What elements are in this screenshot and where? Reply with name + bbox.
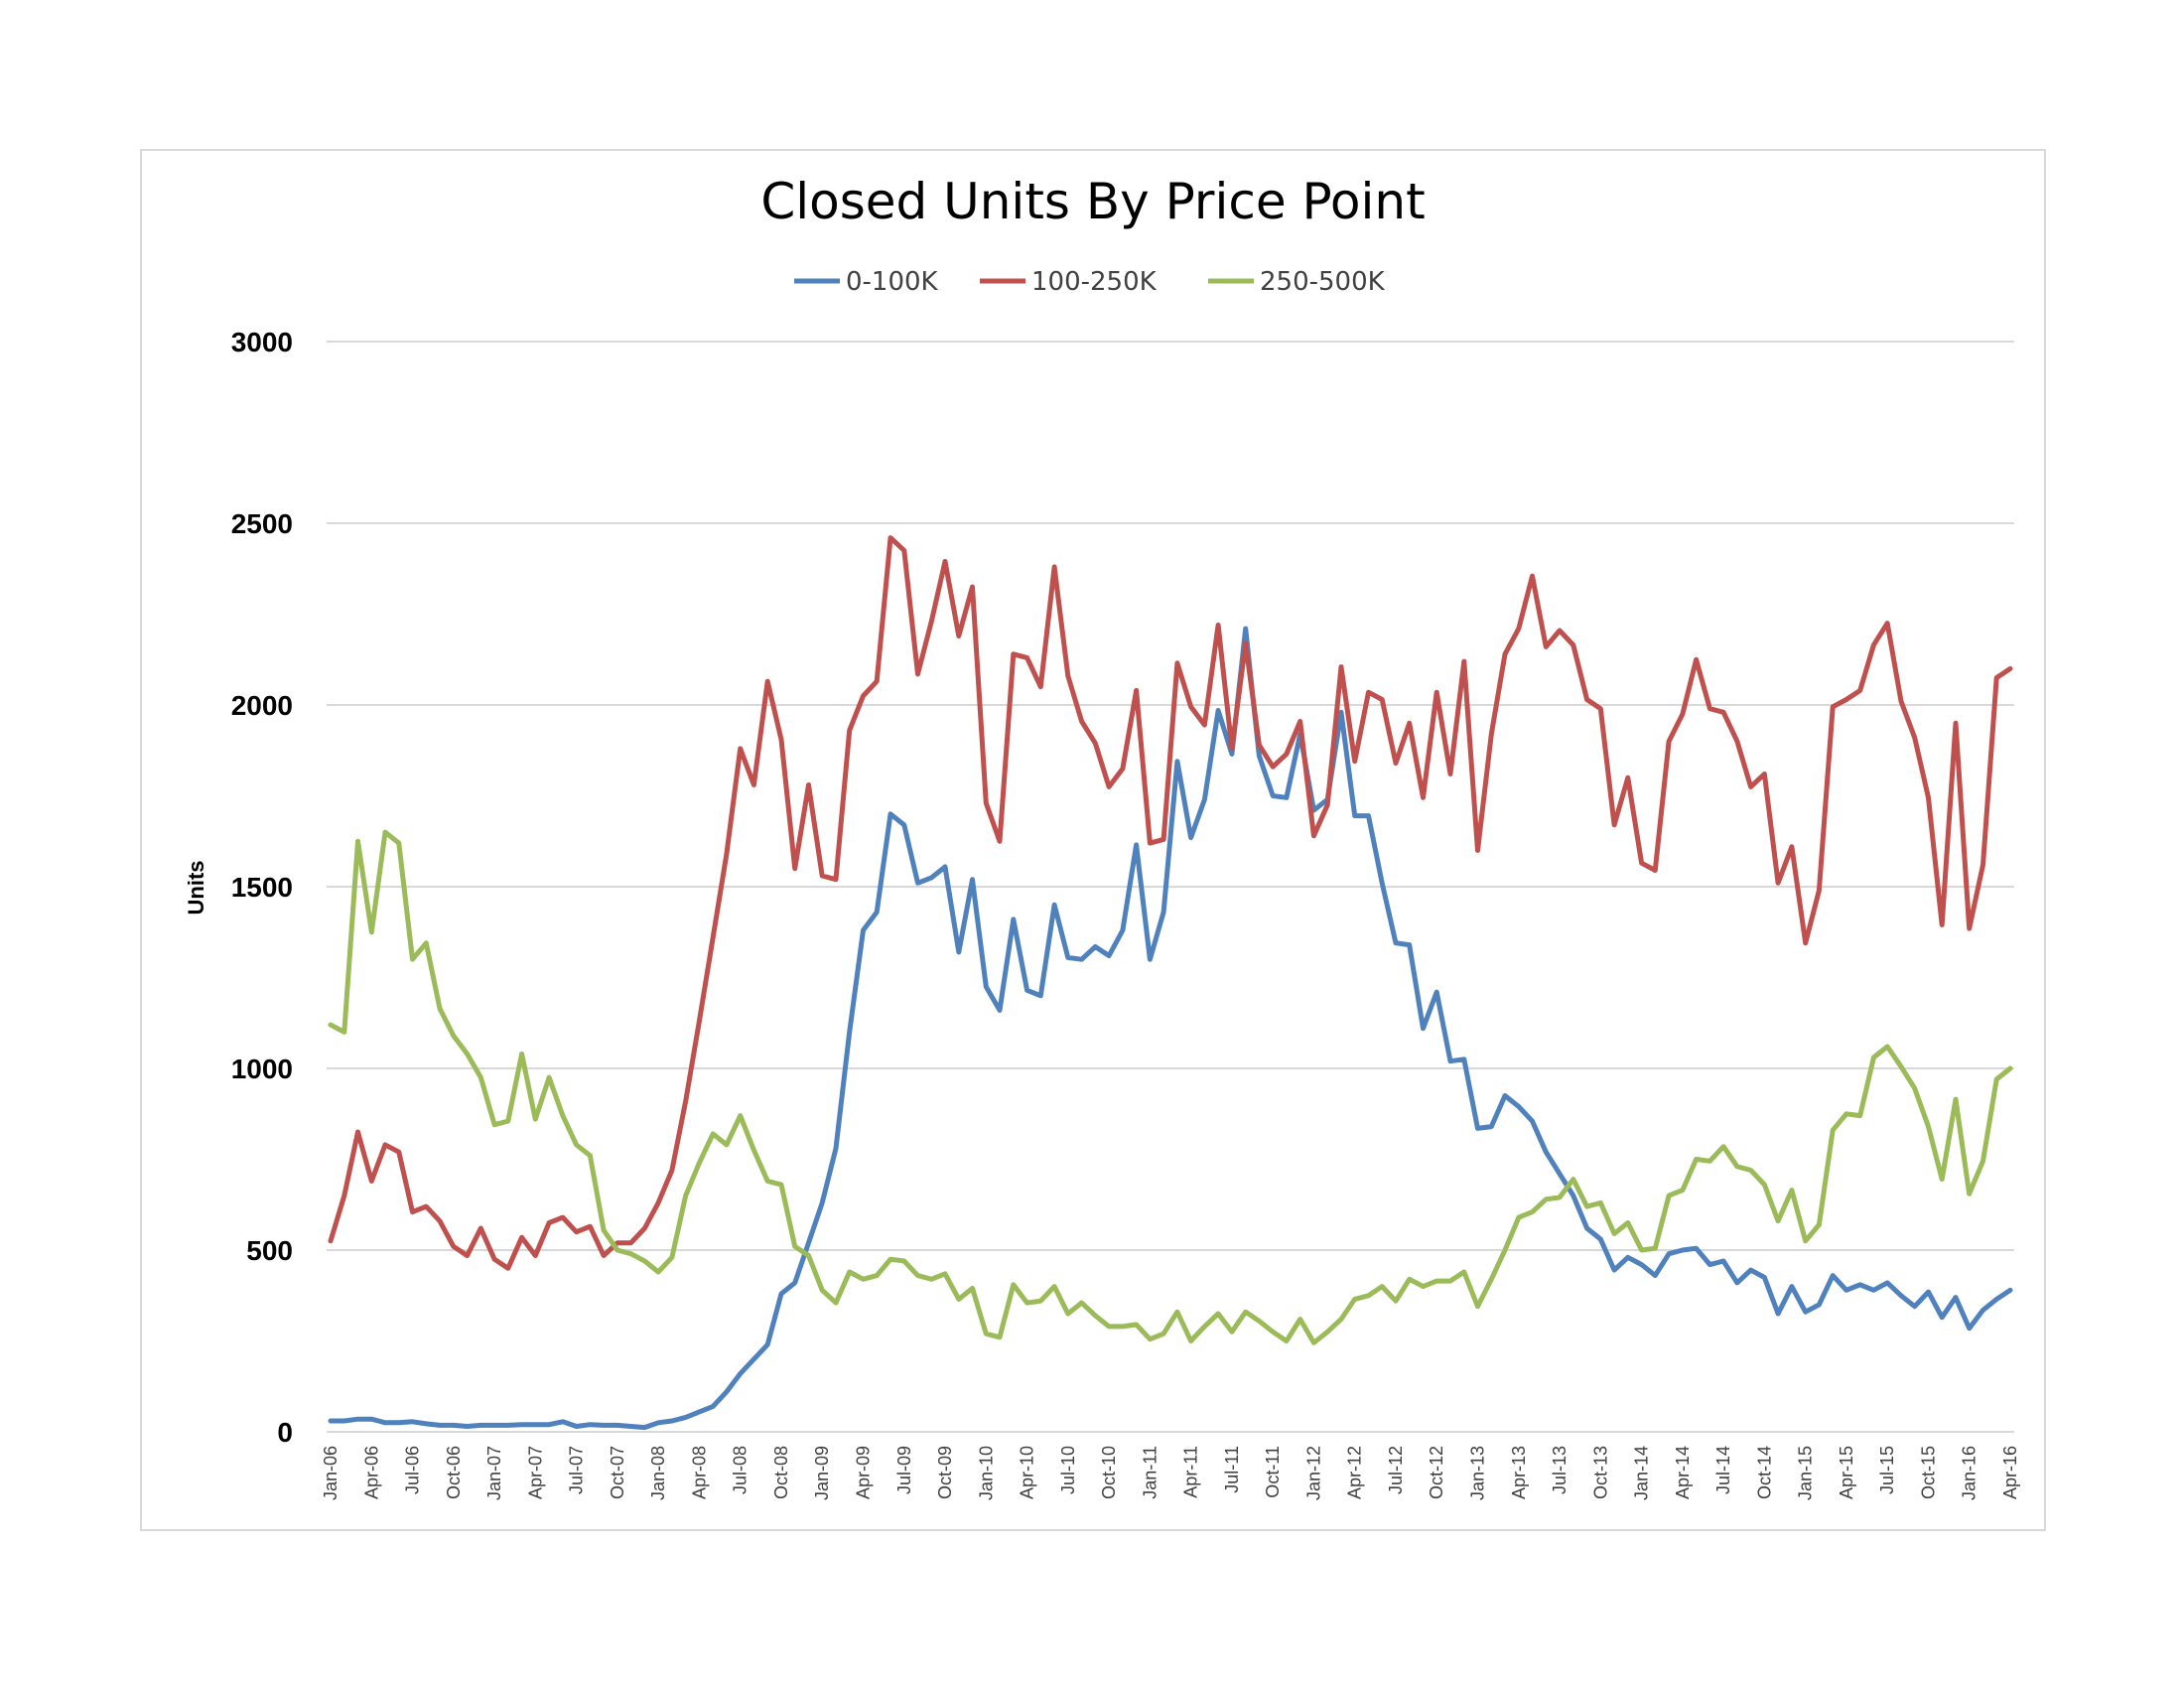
- y-axis-label: Units: [184, 861, 208, 915]
- x-tick-label-24: Jan-12: [1303, 1446, 1323, 1500]
- x-tick-label-10: Jul-08: [731, 1446, 751, 1494]
- x-tick-label-15: Oct-09: [935, 1446, 955, 1499]
- legend: 0-100K 100-250K 250-500K: [794, 267, 1386, 297]
- x-tick-label-4: Jan-07: [484, 1446, 504, 1500]
- x-tick-label-32: Jan-14: [1632, 1446, 1652, 1500]
- x-tick-label-9: Apr-08: [689, 1446, 709, 1499]
- chart-title: Closed Units By Price Point: [760, 173, 1425, 230]
- y-tick-label-5: 2500: [231, 508, 293, 539]
- x-tick-label-27: Oct-12: [1427, 1446, 1446, 1499]
- series-line-1: [328, 535, 2013, 1271]
- x-tick-label-40: Jan-16: [1960, 1446, 1979, 1500]
- x-tick-label-25: Apr-12: [1345, 1446, 1365, 1499]
- y-tick-label-1: 500: [246, 1235, 293, 1266]
- x-tick-label-33: Apr-14: [1673, 1446, 1693, 1499]
- x-tick-label-8: Jan-08: [648, 1446, 668, 1500]
- legend-label-0: 0-100K: [846, 267, 939, 297]
- legend-item-0: 0-100K: [794, 267, 939, 297]
- legend-label-2: 250-500K: [1260, 267, 1386, 297]
- x-tick-label-39: Oct-15: [1918, 1446, 1938, 1499]
- x-tick-label-37: Apr-15: [1837, 1446, 1856, 1499]
- x-tick-label-13: Apr-09: [853, 1446, 873, 1499]
- x-tick-label-31: Oct-13: [1590, 1446, 1610, 1499]
- x-tick-label-41: Apr-16: [2000, 1446, 2020, 1499]
- x-tick-label-20: Jan-11: [1140, 1446, 1160, 1499]
- x-tick-label-23: Oct-11: [1263, 1446, 1283, 1498]
- x-tick-label-6: Jul-07: [567, 1446, 587, 1494]
- y-tick-label-2: 1000: [231, 1054, 293, 1084]
- x-tick-label-28: Jan-13: [1468, 1446, 1488, 1500]
- x-tick-labels: Jan-06 Apr-06 Jul-06 Oct-06 Jan-07 Apr-07 Jul-…: [321, 1446, 2020, 1500]
- y-tick-labels: 0 500 1000 1500 2000 2500 3000: [231, 327, 293, 1448]
- x-tick-label-2: Jul-06: [403, 1446, 423, 1494]
- x-tick-label-38: Jul-15: [1877, 1446, 1897, 1494]
- x-tick-label-22: Jul-11: [1222, 1446, 1242, 1493]
- x-tick-label-17: Apr-10: [1018, 1446, 1037, 1499]
- y-tick-label-6: 3000: [231, 327, 293, 357]
- x-tick-label-30: Jul-13: [1550, 1446, 1570, 1494]
- x-tick-label-14: Jul-09: [894, 1446, 914, 1494]
- x-tick-label-16: Jan-10: [976, 1446, 996, 1500]
- x-tick-label-19: Oct-10: [1099, 1446, 1119, 1499]
- legend-item-2: 250-500K: [1208, 267, 1386, 297]
- line-chart: Closed Units By Price Point 0-100K 100-2…: [184, 173, 2020, 1500]
- x-tick-label-26: Jul-12: [1386, 1446, 1406, 1494]
- series-lines: [328, 535, 2013, 1431]
- x-tick-label-7: Oct-07: [608, 1446, 627, 1499]
- x-tick-label-34: Jul-14: [1713, 1446, 1733, 1494]
- x-tick-label-5: Apr-07: [525, 1446, 545, 1499]
- x-tick-label-29: Apr-13: [1509, 1446, 1529, 1499]
- x-tick-label-1: Apr-06: [361, 1446, 381, 1499]
- y-tick-label-0: 0: [277, 1417, 293, 1448]
- x-tick-label-35: Oct-14: [1754, 1446, 1774, 1499]
- gridlines: [327, 341, 2014, 1433]
- series-line-2: [328, 829, 2013, 1345]
- x-tick-label-0: Jan-06: [321, 1446, 341, 1500]
- legend-item-1: 100-250K: [980, 267, 1158, 297]
- x-tick-label-11: Oct-08: [771, 1446, 791, 1499]
- x-tick-label-36: Jan-15: [1796, 1446, 1816, 1500]
- legend-label-1: 100-250K: [1031, 267, 1158, 297]
- x-tick-label-18: Jul-10: [1058, 1446, 1078, 1494]
- x-tick-label-12: Jan-09: [812, 1446, 832, 1500]
- chart-frame: Closed Units By Price Point 0-100K 100-2…: [140, 149, 2046, 1531]
- y-tick-label-4: 2000: [231, 690, 293, 721]
- x-tick-label-21: Apr-11: [1181, 1446, 1201, 1498]
- y-tick-label-3: 1500: [231, 872, 293, 903]
- series-line-0: [328, 626, 2013, 1431]
- x-tick-label-3: Oct-06: [444, 1446, 464, 1499]
